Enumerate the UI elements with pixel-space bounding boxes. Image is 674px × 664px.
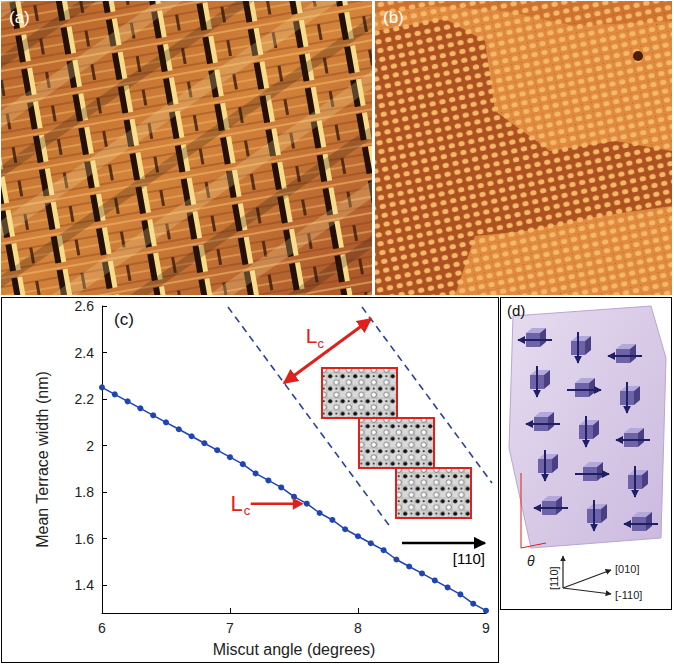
- svg-text:2: 2: [86, 438, 94, 454]
- svg-text:2.2: 2.2: [75, 391, 95, 407]
- svg-text:1.6: 1.6: [75, 531, 95, 547]
- svg-text:θ: θ: [527, 553, 535, 569]
- svg-text:[110]: [110]: [453, 550, 485, 567]
- svg-text:9: 9: [482, 620, 490, 636]
- svg-text:(a): (a): [9, 8, 30, 27]
- svg-text:2.4: 2.4: [75, 345, 95, 361]
- svg-text:8: 8: [354, 620, 362, 636]
- svg-text:Lc: Lc: [306, 324, 325, 351]
- svg-text:1.8: 1.8: [75, 484, 95, 500]
- svg-text:[010]: [010]: [615, 563, 639, 575]
- svg-text:(b): (b): [383, 8, 404, 27]
- svg-text:7: 7: [226, 620, 234, 636]
- svg-text:c: c: [244, 503, 251, 518]
- svg-text:Miscut angle (degrees): Miscut angle (degrees): [213, 641, 376, 658]
- svg-text:2.6: 2.6: [75, 298, 95, 314]
- svg-text:(d): (d): [507, 302, 525, 319]
- svg-text:1.4: 1.4: [75, 577, 95, 593]
- svg-text:[110]: [110]: [548, 566, 560, 590]
- html-text:(c): (c): [114, 310, 134, 329]
- svg-text:6: 6: [98, 620, 106, 636]
- svg-text:Mean Terrace width (nm): Mean Terrace width (nm): [34, 371, 51, 548]
- svg-text:[-110]: [-110]: [615, 589, 642, 601]
- svg-text:L: L: [231, 491, 243, 516]
